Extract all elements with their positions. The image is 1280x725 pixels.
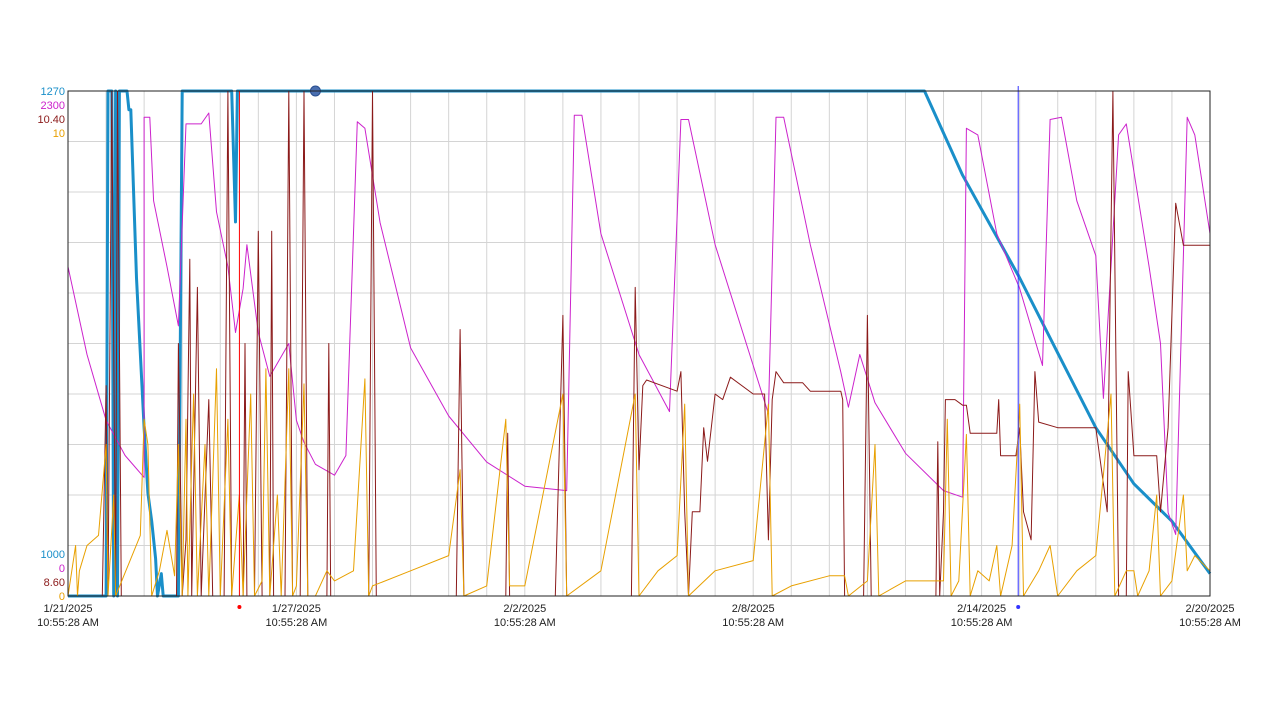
series-layer [67, 85, 1212, 598]
x-tick-date-1: 1/21/2025 [44, 603, 93, 615]
x-tick-date-3: 2/2/2025 [503, 603, 546, 615]
y-axis-max-label-4: 10 [53, 128, 65, 140]
cursor-layer [237, 86, 1021, 609]
y-axis-min-label-2: 0 [59, 563, 65, 575]
x-tick-time-2: 10:55:28 AM [266, 617, 328, 629]
y-axis-labels: 1270 1000 2300 0 10.40 8.60 10 0 [37, 86, 65, 603]
x-tick-date-6: 2/20/2025 [1186, 603, 1235, 615]
x-tick-time-3: 10:55:28 AM [494, 617, 556, 629]
series-line-2 [67, 112, 1211, 535]
y-axis-min-label-1: 1000 [41, 549, 65, 561]
x-tick-date-4: 2/8/2025 [732, 603, 775, 615]
x-tick-time-4: 10:55:28 AM [722, 617, 784, 629]
series-line-4 [67, 368, 1211, 597]
y-axis-max-label-1: 1270 [41, 86, 65, 98]
y-axis-max-label-3: 10.40 [37, 114, 65, 126]
x-tick-date-2: 1/27/2025 [272, 603, 321, 615]
x-tick-time-5: 10:55:28 AM [951, 617, 1013, 629]
x-tick-time-6: 10:55:28 AM [1179, 617, 1241, 629]
x-tick-date-5: 2/14/2025 [957, 603, 1006, 615]
y-axis-min-label-4: 0 [59, 591, 65, 603]
y-axis-max-label-2: 2300 [41, 100, 65, 112]
plot-frame [67, 90, 1211, 597]
x-axis-labels: 1/21/2025 10:55:28 AM 1/27/2025 10:55:28 AM… [37, 603, 1241, 629]
cursor-marker-2 [1016, 605, 1021, 609]
series-line-1 [68, 89, 1212, 598]
x-tick-time-1: 10:55:28 AM [37, 617, 99, 629]
y-axis-min-label-3: 8.60 [44, 577, 65, 589]
cursor-marker-1 [237, 605, 242, 609]
